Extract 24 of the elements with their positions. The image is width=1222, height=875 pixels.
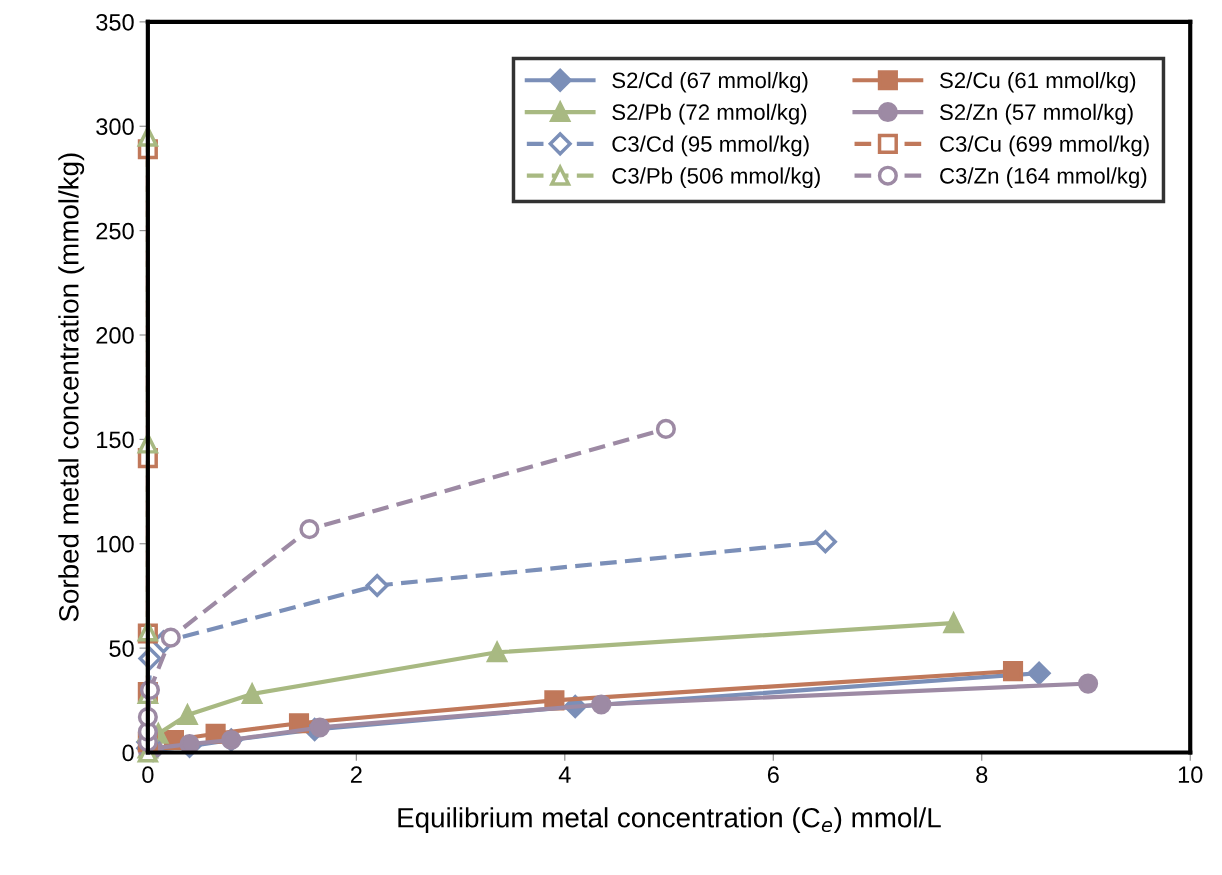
x-tick-label: 10	[1178, 766, 1203, 784]
legend-label: C3/Cd (95 mmol/kg)	[612, 135, 809, 157]
legend-label: C3/Zn (164 mmol/kg)	[940, 167, 1147, 189]
x-tick-label: 2	[350, 766, 362, 783]
x-tick-label: 6	[767, 766, 779, 784]
x-tick-label: 8	[976, 766, 988, 784]
x-axis-title: Equilibrium metal concentration (C$_{e}$) mmol/L	[398, 807, 941, 834]
legend-label: S2/Pb (72 mmol/kg)	[612, 103, 807, 125]
y-axis-title: Sorbed metal concentration (mmol/kg)	[58, 153, 85, 622]
y-tick-label: 0	[122, 744, 134, 762]
legend-label: C3/Pb (506 mmol/kg)	[612, 167, 820, 189]
legend-label: S2/Cd (67 mmol/kg)	[612, 71, 808, 93]
y-tick-label: 100	[97, 535, 134, 553]
y-tick-label: 300	[96, 118, 134, 136]
legend-label: C3/Cu (699 mmol/kg)	[940, 135, 1149, 157]
y-tick-label: 350	[96, 13, 134, 31]
y-tick-label: 150	[97, 431, 134, 449]
legend-label: S2/Cu (61 mmol/kg)	[940, 71, 1136, 93]
y-tick-label: 200	[96, 327, 134, 344]
x-tick-label: 0	[142, 766, 154, 784]
x-tick-label: 4	[558, 766, 571, 783]
y-tick-label: 50	[109, 640, 134, 657]
y-tick-label: 250	[96, 222, 134, 240]
legend-label: S2/Zn (57 mmol/kg)	[940, 103, 1133, 125]
